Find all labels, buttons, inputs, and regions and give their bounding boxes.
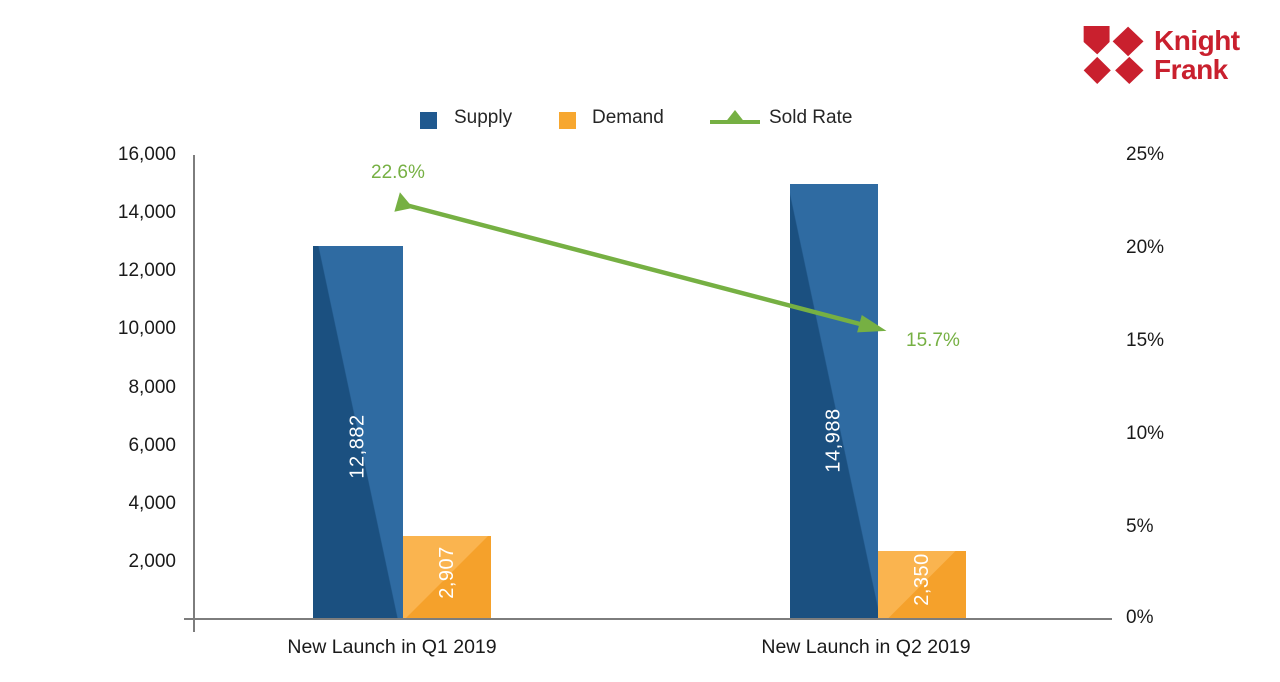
left-tick-16000: 16,000	[117, 144, 176, 165]
category-label-q2: New Launch in Q2 2019	[761, 636, 971, 658]
legend-demand-swatch	[559, 112, 576, 129]
demand-bar-q2: 2,350	[878, 551, 966, 618]
demand-bar-q2-value: 2,350	[910, 553, 933, 606]
demand-bar-q1-value: 2,907	[435, 545, 458, 599]
right-tick-15: 15%	[1126, 330, 1165, 351]
brand-name-line2: Frank	[1154, 54, 1228, 85]
supply-bar-q2: 14,988	[790, 184, 878, 618]
right-tick-0: 0%	[1126, 607, 1154, 628]
category-label-q1: New Launch in Q1 2019	[287, 636, 497, 658]
legend-supply-swatch	[420, 112, 437, 129]
brand-logo: Knight Frank	[1083, 26, 1240, 84]
left-tick-8000: 8,000	[128, 377, 176, 398]
supply-bar-q1-value: 12,882	[346, 413, 369, 479]
supply-bar-q1: 12,882	[313, 246, 403, 618]
right-tick-25: 25%	[1126, 144, 1165, 165]
left-tick-10000: 10,000	[117, 318, 176, 339]
left-tick-14000: 14,000	[117, 202, 176, 223]
left-tick-4000: 4,000	[128, 493, 176, 514]
legend-demand-label: Demand	[592, 107, 664, 128]
soldrate-value-q1: 22.6%	[371, 162, 425, 183]
x-axis-line	[184, 618, 1112, 620]
left-tick-6000: 6,000	[128, 435, 176, 456]
knight-frank-logo-icon	[1083, 26, 1144, 84]
right-tick-10: 10%	[1126, 423, 1165, 444]
demand-bar-q1: 2,907	[403, 536, 491, 618]
brand-name-line1: Knight	[1154, 25, 1240, 56]
soldrate-value-q2: 15.7%	[906, 330, 960, 351]
right-tick-20: 20%	[1126, 237, 1165, 258]
left-tick-2000: 2,000	[128, 551, 176, 572]
left-tick-12000: 12,000	[117, 260, 176, 281]
legend-supply-label: Supply	[454, 107, 513, 128]
legend-soldrate-marker-icon	[710, 110, 760, 124]
right-tick-5: 5%	[1126, 516, 1154, 537]
left-axis-line	[193, 155, 195, 632]
legend-soldrate-label: Sold Rate	[769, 107, 853, 128]
brand-name: Knight Frank	[1154, 26, 1240, 84]
supply-bar-q2-value: 14,988	[822, 407, 845, 473]
